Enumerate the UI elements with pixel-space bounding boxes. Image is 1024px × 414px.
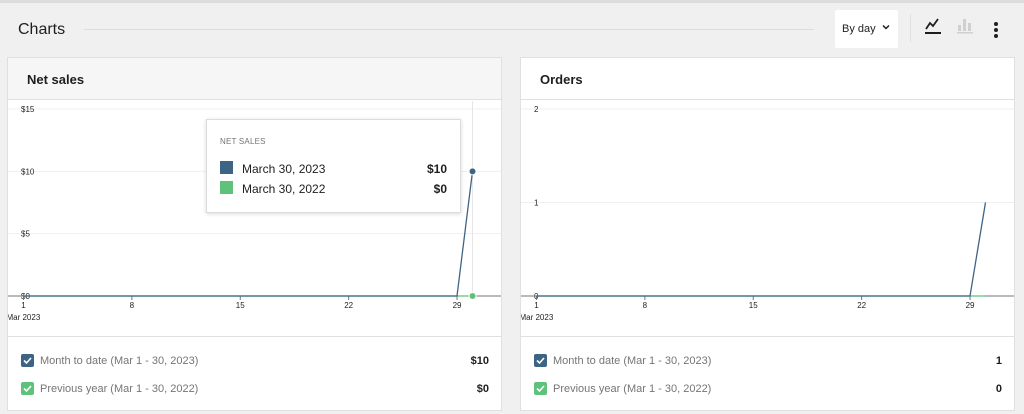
legend-value: $0 (476, 383, 489, 395)
y-tick-label: $15 (21, 105, 35, 114)
legend-label: Previous year (Mar 1 - 30, 2022) (40, 383, 199, 395)
toolbar-divider (910, 14, 911, 42)
chart-legend: Month to date (Mar 1 - 30, 2023) $10 Pre… (8, 336, 501, 410)
x-tick-label: 29 (453, 301, 462, 310)
orders-card: Orders 0 1 2 1 8 15 22 29 Mar 2023 Month to date… (520, 57, 1015, 411)
chart-tooltip: NET SALES March 30, 2023 $10 March 30, 2… (206, 119, 461, 213)
card-header: Orders (521, 58, 1014, 100)
x-tick-label: 8 (643, 301, 648, 310)
primary-swatch (220, 161, 233, 174)
interval-value: By day (842, 23, 876, 35)
checkbox-checked-icon[interactable] (21, 354, 34, 367)
more-vertical-icon[interactable] (988, 17, 1004, 43)
x-tick-label: 15 (749, 301, 758, 310)
tooltip-row-label: March 30, 2022 (242, 182, 326, 196)
legend-label: Month to date (Mar 1 - 30, 2023) (40, 355, 199, 367)
tooltip-row: March 30, 2022 $0 (220, 181, 447, 196)
legend-item-previous[interactable]: Previous year (Mar 1 - 30, 2022) $0 (21, 380, 489, 398)
tooltip-row: March 30, 2023 $10 (220, 161, 447, 176)
net-sales-card: Net sales $0 $5 $10 $15 1 8 15 22 29 Mar 2023 NET… (7, 57, 502, 411)
tooltip-row-label: March 30, 2023 (242, 162, 326, 176)
tooltip-title: NET SALES (220, 137, 266, 146)
y-tick-label: $10 (21, 167, 35, 176)
legend-label: Previous year (Mar 1 - 30, 2022) (553, 383, 712, 395)
top-border (0, 0, 1024, 3)
legend-label: Month to date (Mar 1 - 30, 2023) (553, 355, 712, 367)
orders-chart[interactable]: 01218152229Mar 2023 (521, 100, 1014, 336)
tooltip-row-value: $10 (426, 162, 447, 176)
tooltip-row-value: $0 (433, 182, 447, 196)
header-divider (84, 29, 814, 30)
chevron-down-icon (882, 24, 890, 30)
y-tick-label: 1 (534, 199, 539, 208)
data-point (468, 167, 477, 176)
series-line-current (23, 171, 474, 297)
checkbox-checked-icon[interactable] (534, 354, 547, 367)
chart-legend: Month to date (Mar 1 - 30, 2023) 1 Previ… (521, 336, 1014, 410)
interval-select[interactable]: By day (835, 10, 898, 48)
y-tick-label: $5 (21, 230, 30, 239)
page-title: Charts (18, 21, 66, 38)
x-tick-label: 1 (534, 301, 539, 310)
legend-value: 0 (995, 383, 1002, 395)
data-point (468, 292, 477, 300)
checkbox-checked-icon[interactable] (21, 382, 34, 395)
y-tick-label: 2 (534, 105, 539, 114)
legend-item-previous[interactable]: Previous year (Mar 1 - 30, 2022) 0 (534, 380, 1002, 398)
checkbox-checked-icon[interactable] (534, 382, 547, 395)
x-tick-label: 1 (21, 301, 26, 310)
x-tick-label: 22 (857, 301, 866, 310)
legend-item-current[interactable]: Month to date (Mar 1 - 30, 2023) $10 (21, 352, 489, 370)
card-title: Net sales (27, 72, 85, 87)
secondary-swatch (220, 181, 233, 194)
card-title: Orders (540, 72, 583, 87)
x-tick-label: 22 (344, 301, 353, 310)
legend-item-current[interactable]: Month to date (Mar 1 - 30, 2023) 1 (534, 352, 1002, 370)
series-line-current (536, 202, 987, 297)
card-header: Net sales (8, 58, 501, 100)
x-tick-label: 15 (236, 301, 245, 310)
legend-value: 1 (995, 355, 1002, 367)
x-tick-label: 8 (130, 301, 135, 310)
x-tick-label: 29 (966, 301, 975, 310)
x-sublabel: Mar 2023 (8, 313, 41, 322)
bar-chart-icon[interactable] (954, 14, 976, 38)
x-sublabel: Mar 2023 (521, 313, 554, 322)
charts-header: Charts By day (0, 4, 1024, 54)
line-chart-icon[interactable] (922, 14, 944, 38)
legend-value: $10 (470, 355, 489, 367)
